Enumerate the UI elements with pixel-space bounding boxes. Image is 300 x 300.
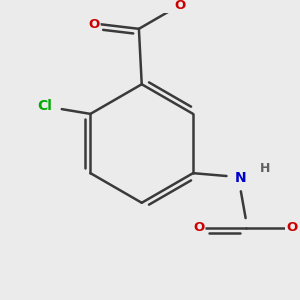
Text: O: O bbox=[88, 18, 100, 31]
Text: H: H bbox=[260, 162, 270, 175]
Text: N: N bbox=[235, 171, 247, 185]
Text: O: O bbox=[174, 0, 186, 12]
Text: Cl: Cl bbox=[37, 99, 52, 113]
Text: O: O bbox=[287, 221, 298, 234]
Text: O: O bbox=[193, 221, 204, 234]
